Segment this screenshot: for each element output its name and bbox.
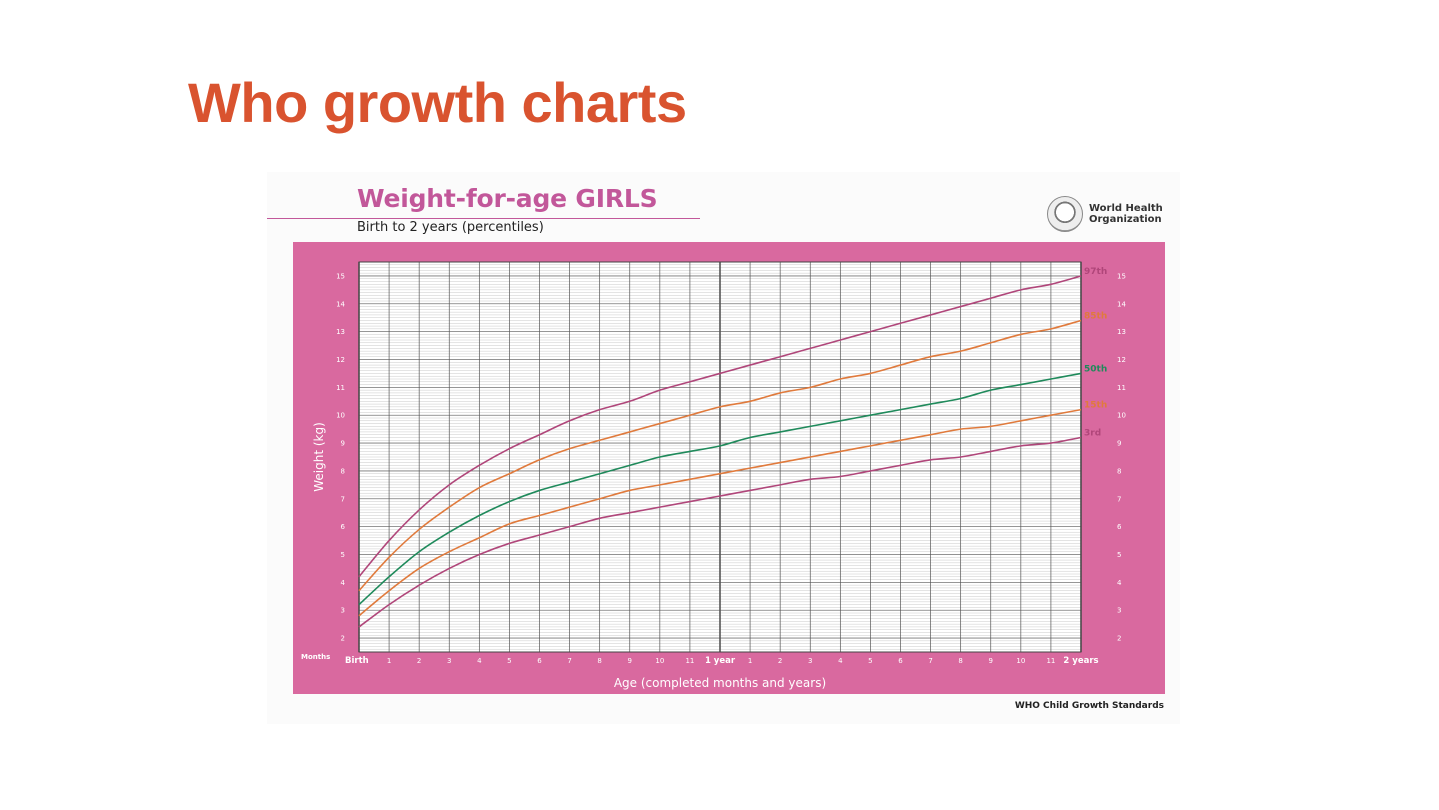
x-tick-label: Birth [345, 656, 369, 666]
x-tick-label: 4 [838, 657, 843, 665]
percentile-line-15th [358, 408, 1082, 617]
y-tick-label-left: 4 [341, 579, 346, 587]
y-tick-label-right: 12 [1117, 356, 1126, 364]
x-tick-label: 11 [685, 657, 694, 665]
x-tick-label: 6 [537, 657, 542, 665]
slide-title: Who growth charts [188, 71, 687, 134]
x-tick-label: 9 [628, 657, 632, 665]
x-tick-label: 4 [477, 657, 482, 665]
x-tick-label: 1 [748, 657, 752, 665]
x-tick-label: 5 [868, 657, 872, 665]
x-tick-label: 5 [507, 657, 511, 665]
x-tick-label: 1 [387, 657, 391, 665]
who-logo-line2: Organization [1089, 214, 1162, 225]
y-tick-label-left: 2 [341, 635, 345, 643]
percentile-line-97th [358, 275, 1082, 578]
percentile-label-97th: 97th [1084, 267, 1107, 277]
y-axis-title: Weight (kg) [312, 422, 326, 492]
plot-panel: 2 2 3 3 4 4 5 5 6 6 7 7 8 8 9 9 10 10 11 11 12 12 13 13 14 14 15 15… [293, 242, 1165, 694]
y-tick-label-left: 7 [341, 495, 345, 503]
y-tick-label-left: 11 [336, 384, 345, 392]
x-tick-label: 7 [567, 657, 571, 665]
y-tick-label-right: 10 [1117, 412, 1126, 420]
plot-border [358, 261, 1082, 653]
percentile-line-50th [358, 372, 1082, 606]
x-axis-title: Age (completed months and years) [614, 676, 826, 690]
who-logo: World Health Organization [1047, 196, 1163, 232]
x-tick-label: 2 years [1063, 656, 1098, 666]
y-tick-label-left: 3 [341, 607, 345, 615]
y-tick-label-right: 7 [1117, 495, 1121, 503]
x-tick-label: 7 [928, 657, 932, 665]
months-label: Months [301, 653, 330, 661]
y-tick-label-left: 6 [341, 523, 346, 531]
y-tick-label-right: 9 [1117, 440, 1121, 448]
y-tick-label-right: 13 [1117, 328, 1126, 336]
y-tick-label-left: 13 [336, 328, 345, 336]
title-divider [267, 218, 700, 219]
x-tick-label: 1 year [705, 656, 736, 666]
y-tick-label-right: 3 [1117, 607, 1121, 615]
who-emblem-icon [1047, 196, 1083, 232]
y-tick-label-left: 10 [336, 412, 345, 420]
y-tick-label-left: 8 [341, 467, 345, 475]
x-tick-label: 8 [597, 657, 601, 665]
y-tick-label-left: 12 [336, 356, 345, 364]
percentile-label-3rd: 3rd [1084, 429, 1101, 439]
x-tick-label: 3 [447, 657, 451, 665]
x-tick-label: 6 [898, 657, 903, 665]
y-tick-label-right: 5 [1117, 551, 1121, 559]
x-tick-label: 11 [1046, 657, 1055, 665]
chart-subtitle: Birth to 2 years (percentiles) [357, 220, 544, 235]
y-tick-label-left: 9 [341, 440, 345, 448]
x-tick-label: 2 [417, 657, 421, 665]
x-tick-label: 2 [778, 657, 782, 665]
y-tick-label-right: 8 [1117, 467, 1121, 475]
who-logo-line1: World Health [1089, 203, 1163, 214]
y-tick-label-left: 15 [336, 272, 345, 280]
x-tick-label: 10 [1016, 657, 1025, 665]
y-tick-label-right: 15 [1117, 272, 1126, 280]
who-logo-text: World Health Organization [1089, 203, 1163, 225]
y-tick-label-right: 6 [1117, 523, 1122, 531]
percentile-label-15th: 15th [1084, 401, 1107, 411]
percentile-line-85th [358, 319, 1082, 592]
percentile-line-3rd [358, 436, 1082, 628]
chart-title: Weight-for-age GIRLS [357, 184, 658, 213]
y-tick-label-right: 11 [1117, 384, 1126, 392]
y-tick-label-left: 5 [341, 551, 345, 559]
x-tick-label: 9 [989, 657, 993, 665]
y-tick-label-right: 2 [1117, 635, 1121, 643]
x-tick-label: 3 [808, 657, 812, 665]
y-tick-label-right: 14 [1117, 300, 1126, 308]
y-tick-label-left: 14 [336, 300, 345, 308]
growth-chart-card: Weight-for-age GIRLS Birth to 2 years (p… [267, 172, 1180, 724]
y-tick-label-right: 4 [1117, 579, 1122, 587]
percentile-label-85th: 85th [1084, 312, 1107, 322]
x-tick-label: 10 [655, 657, 664, 665]
percentile-label-50th: 50th [1084, 364, 1107, 374]
standards-footer: WHO Child Growth Standards [1014, 701, 1164, 711]
x-tick-label: 8 [958, 657, 962, 665]
